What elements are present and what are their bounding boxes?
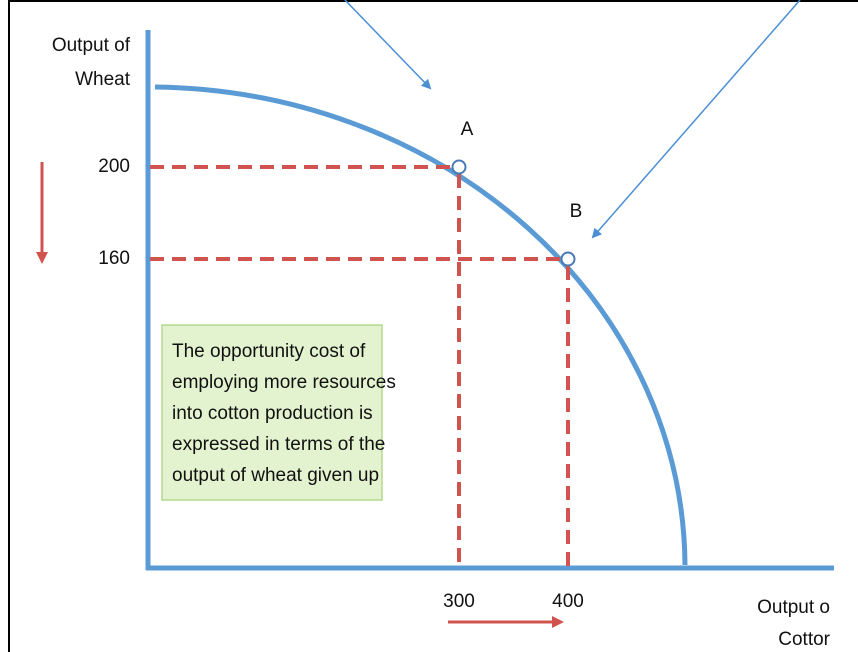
y-axis-label: Wheat bbox=[75, 69, 131, 90]
note-box bbox=[161, 324, 383, 501]
x-tick-label: 300 bbox=[443, 591, 475, 612]
note-line: The opportunity cost of bbox=[172, 341, 366, 362]
note-line: into cotton production is bbox=[172, 403, 373, 424]
ppf-curve bbox=[154, 84, 688, 566]
x-tick-label: 400 bbox=[552, 591, 584, 612]
x-axis-label: Cottor bbox=[778, 629, 830, 650]
note-line: expressed in terms of the bbox=[172, 434, 385, 455]
callout-arrow bbox=[591, 0, 801, 239]
note-line: employing more resources bbox=[172, 372, 396, 393]
frame-border bbox=[8, 0, 858, 652]
point-label: A bbox=[461, 119, 474, 140]
y-axis-label: Output of bbox=[52, 35, 131, 56]
y-tick-label: 200 bbox=[98, 156, 130, 177]
point-marker bbox=[451, 159, 467, 175]
point-label: B bbox=[570, 201, 583, 222]
y-tick-label: 160 bbox=[98, 248, 130, 269]
callout-arrow bbox=[344, 0, 432, 90]
point-marker bbox=[560, 251, 576, 267]
x-axis-label: Output o bbox=[757, 597, 830, 618]
note-line: output of wheat given up bbox=[172, 465, 379, 486]
